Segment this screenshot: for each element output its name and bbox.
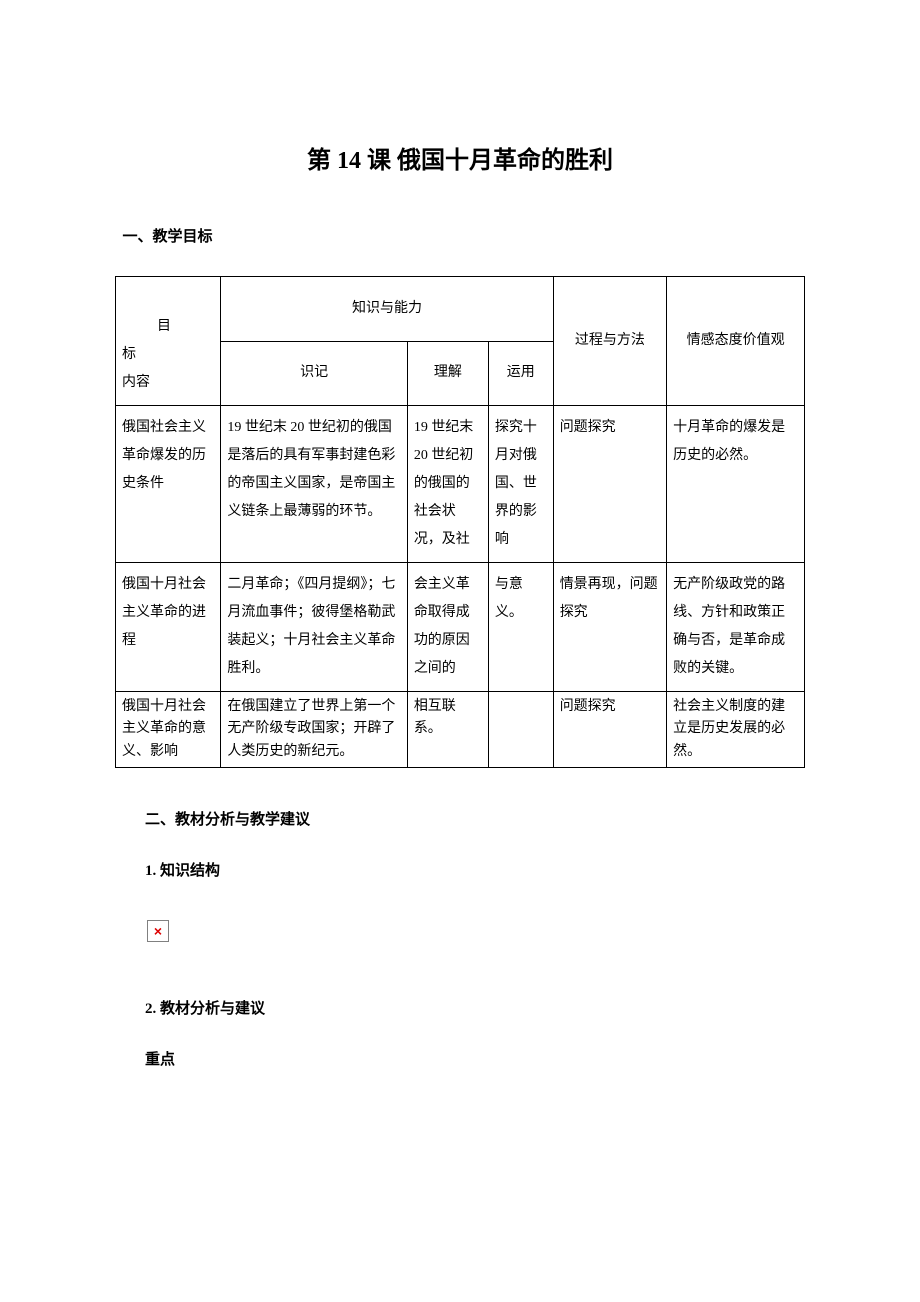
header-attitude-values: 情感态度价值观 — [667, 277, 805, 406]
row3-c1: 俄国十月社会主义革命的意义、影响 — [116, 692, 221, 768]
section-2-heading: 二、教材分析与教学建议 — [115, 808, 805, 829]
row2-c6: 无产阶级政党的路线、方针和政策正确与否，是革命成败的关键。 — [667, 563, 805, 692]
header-memorize: 识记 — [221, 341, 407, 406]
row1-c1: 俄国社会主义革命爆发的历史条件 — [116, 406, 221, 563]
row1-c5: 问题探究 — [553, 406, 666, 563]
row1-c3: 19 世纪末 20 世纪初的俄国的社会状况，及社 — [407, 406, 488, 563]
row2-c3: 会主义革命取得成功的原因之间的 — [407, 563, 488, 692]
header-target-content: 目标内容 — [116, 277, 221, 406]
row2-c2: 二月革命；《四月提纲》；七月流血事件；彼得堡格勒武装起义；十月社会主义革命胜利。 — [221, 563, 407, 692]
page-title: 第 14 课 俄国十月革命的胜利 — [115, 140, 805, 175]
row3-c6: 社会主义制度的建立是历史发展的必然。 — [667, 692, 805, 768]
header-knowledge-ability: 知识与能力 — [221, 277, 553, 342]
header-understand: 理解 — [407, 341, 488, 406]
header-process-method: 过程与方法 — [553, 277, 666, 406]
row3-c4 — [488, 692, 553, 768]
header-apply: 运用 — [488, 341, 553, 406]
broken-image-icon — [147, 920, 169, 942]
row2-c5: 情景再现，问题探究 — [553, 563, 666, 692]
objectives-table: 目标内容 知识与能力 过程与方法 情感态度价值观 识记 理解 运用 俄国社会主义… — [115, 276, 805, 768]
row3-c2: 在俄国建立了世界上第一个无产阶级专政国家；开辟了人类历史的新纪元。 — [221, 692, 407, 768]
row1-c6: 十月革命的爆发是历史的必然。 — [667, 406, 805, 563]
row1-c2: 19 世纪末 20 世纪初的俄国是落后的具有军事封建色彩的帝国主义国家，是帝国主… — [221, 406, 407, 563]
subsection-1-heading: 1. 知识结构 — [115, 859, 805, 880]
row2-c1: 俄国十月社会主义革命的进程 — [116, 563, 221, 692]
subsection-3-heading: 重点 — [115, 1048, 805, 1069]
row3-c5: 问题探究 — [553, 692, 666, 768]
row3-c3: 相互联系。 — [407, 692, 488, 768]
row1-c4: 探究十月对俄国、世界的影响 — [488, 406, 553, 563]
subsection-2-heading: 2. 教材分析与建议 — [115, 997, 805, 1018]
section-1-heading: 一、教学目标 — [115, 225, 805, 246]
table-row: 俄国十月社会主义革命的进程 二月革命；《四月提纲》；七月流血事件；彼得堡格勒武装… — [116, 563, 805, 692]
row2-c4: 与意义。 — [488, 563, 553, 692]
table-row: 俄国社会主义革命爆发的历史条件 19 世纪末 20 世纪初的俄国是落后的具有军事… — [116, 406, 805, 563]
table-row: 俄国十月社会主义革命的意义、影响 在俄国建立了世界上第一个无产阶级专政国家；开辟… — [116, 692, 805, 768]
table-header-row-1: 目标内容 知识与能力 过程与方法 情感态度价值观 — [116, 277, 805, 342]
